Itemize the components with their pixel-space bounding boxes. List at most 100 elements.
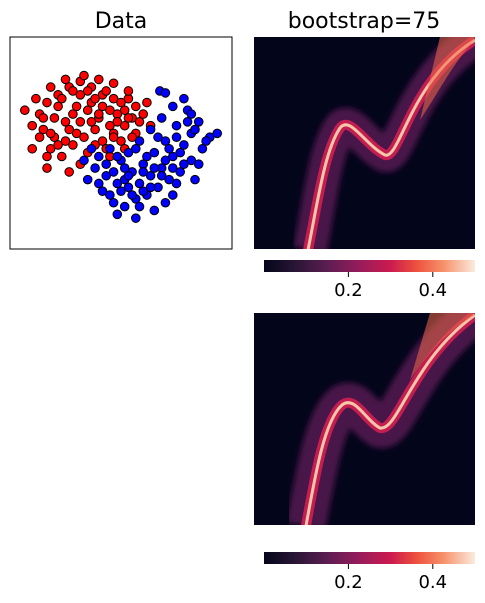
scatter-point xyxy=(31,93,41,104)
scatter-point xyxy=(119,201,130,212)
scatter-point xyxy=(97,136,108,146)
scatter-point xyxy=(86,117,97,127)
scatter-point xyxy=(86,143,97,154)
scatter-point xyxy=(179,140,189,150)
scatter-point xyxy=(71,128,82,139)
scatter-point xyxy=(60,136,71,146)
scatter-point xyxy=(82,86,93,96)
scatter-point xyxy=(105,190,115,200)
scatter-point xyxy=(57,93,67,104)
scatter-point xyxy=(179,93,189,104)
scatter-point xyxy=(168,151,178,162)
scatter-point xyxy=(171,120,182,131)
scatter-point xyxy=(94,109,104,119)
scatter-title: Data xyxy=(95,9,148,34)
scatter-point xyxy=(42,163,52,173)
scatter-point xyxy=(201,136,211,146)
scatter-point xyxy=(38,113,49,123)
scatter-point xyxy=(131,143,141,154)
scatter-point xyxy=(175,147,185,158)
scatter-point xyxy=(53,101,63,112)
scatter-point xyxy=(175,167,185,177)
scatter-point xyxy=(45,143,56,154)
heatmap-1-boundary-peak xyxy=(306,38,475,249)
scatter-point xyxy=(123,182,134,193)
colorbar-1-ticks: 0.2 0.4 xyxy=(334,272,447,301)
scatter-point xyxy=(116,186,126,196)
scatter-point xyxy=(82,174,93,185)
colorbar-tick-label: 0.4 xyxy=(418,572,447,593)
scatter-point xyxy=(79,132,89,143)
scatter-point xyxy=(116,136,126,146)
scatter-point xyxy=(193,117,204,127)
scatter-point xyxy=(49,113,60,123)
scatter-point xyxy=(123,86,134,96)
scatter-point xyxy=(145,124,156,135)
scatter-point xyxy=(190,174,200,185)
scatter-point xyxy=(134,117,145,127)
scatter-point xyxy=(134,201,145,212)
scatter-point xyxy=(197,143,208,154)
scatter-point xyxy=(138,167,148,177)
scatter-point xyxy=(149,205,160,216)
scatter-point xyxy=(171,178,182,189)
scatter-point xyxy=(108,167,119,177)
scatter-point xyxy=(97,186,108,196)
scatter-point xyxy=(142,97,152,108)
scatter-point xyxy=(71,101,82,112)
colorbar-2-ticks: 0.2 0.4 xyxy=(334,564,447,593)
scatter-point xyxy=(182,117,193,127)
scatter-point xyxy=(108,93,119,104)
scatter-point xyxy=(123,170,134,181)
colorbar-tick-label: 0.2 xyxy=(334,280,363,301)
scatter-point xyxy=(156,113,167,123)
scatter-point xyxy=(179,159,189,169)
scatter-point xyxy=(112,209,123,220)
scatter-point xyxy=(160,197,171,208)
scatter-point xyxy=(134,178,145,189)
scatter-point xyxy=(45,128,56,139)
scatter-point xyxy=(57,151,67,162)
scatter-point xyxy=(101,86,111,96)
scatter-point xyxy=(105,105,115,116)
heatmap-1 xyxy=(254,37,475,249)
scatter-point xyxy=(112,178,123,189)
scatter-point xyxy=(149,147,160,158)
scatter-point xyxy=(105,143,115,154)
scatter-point xyxy=(193,159,204,169)
scatter-point xyxy=(142,151,152,162)
scatter-point xyxy=(164,143,174,154)
colorbar-2 xyxy=(264,552,475,564)
scatter-point xyxy=(27,120,38,131)
scatter-point xyxy=(20,105,30,116)
colorbar-1 xyxy=(264,260,475,272)
scatter-point xyxy=(112,117,123,127)
scatter-point xyxy=(123,113,134,123)
scatter-point xyxy=(90,124,100,135)
scatter-points xyxy=(20,70,222,223)
scatter-point xyxy=(153,132,163,143)
scatter-point xyxy=(168,101,178,112)
scatter-point xyxy=(186,109,197,119)
scatter-point xyxy=(64,167,74,177)
scatter-point xyxy=(119,120,130,131)
scatter-point xyxy=(34,132,45,143)
heatmap-2-boundary-peak xyxy=(304,313,475,525)
scatter-point xyxy=(101,159,111,169)
scatter-point xyxy=(101,170,111,181)
scatter-point xyxy=(119,105,130,116)
scatter-point xyxy=(145,170,156,181)
scatter-point xyxy=(38,124,49,135)
scatter-point xyxy=(212,128,222,139)
scatter-point xyxy=(119,163,130,173)
scatter-point xyxy=(164,174,174,185)
scatter-point xyxy=(68,140,78,150)
scatter-point xyxy=(27,143,38,154)
scatter-point xyxy=(94,74,104,85)
scatter-point xyxy=(131,101,141,112)
scatter-point xyxy=(186,155,197,166)
scatter-point xyxy=(168,163,178,173)
colorbar-tick-label: 0.4 xyxy=(418,280,447,301)
scatter-point xyxy=(90,93,100,104)
scatter-point xyxy=(94,178,104,189)
